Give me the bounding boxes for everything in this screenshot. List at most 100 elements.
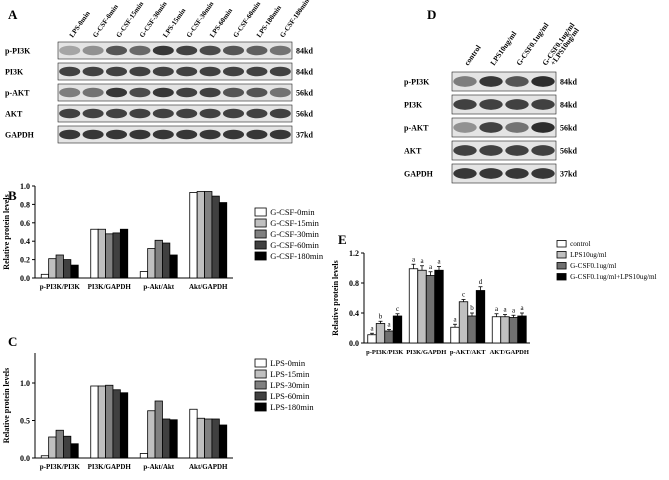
bar [119, 228, 129, 279]
legend-swatch [254, 369, 267, 379]
legend-swatch [254, 391, 267, 401]
y-tick-label: 0.4 [349, 309, 359, 318]
bar [147, 248, 156, 279]
blot-band [82, 87, 104, 98]
bar [90, 385, 99, 459]
blot-kd-label: 56kd [296, 110, 313, 119]
significance-letter: c [396, 305, 399, 313]
blot-kd-label: 56kd [296, 89, 313, 98]
bar [70, 443, 79, 459]
blot-band [269, 87, 291, 98]
blot-band [176, 66, 198, 77]
x-tick-label: AKT/GAPDH [490, 349, 529, 356]
blot-row-label: p-AKT [5, 89, 30, 98]
significance-letter: b [379, 312, 383, 320]
blot-band [82, 45, 104, 56]
bar [139, 271, 149, 279]
x-tick-label: PI3K/GAPDH [406, 349, 446, 356]
blot-row-label: AKT [5, 110, 23, 119]
significance-letter: a [520, 304, 524, 312]
legend-label: G-CSF-0min [270, 207, 315, 217]
legend-swatch [254, 251, 267, 261]
blot-kd-label: 84kd [296, 68, 313, 77]
blot-row-label: GAPDH [5, 131, 35, 140]
bar [517, 315, 527, 344]
significance-letter: a [512, 306, 516, 314]
blot-band [222, 87, 245, 98]
bar [218, 424, 228, 459]
blot-band [453, 145, 477, 156]
y-tick-label: 0.8 [20, 200, 30, 209]
blot-row-label: GAPDH [404, 170, 434, 179]
panel-letter-C: C [8, 334, 17, 349]
blot-band [453, 168, 477, 179]
y-tick-label: 0.2 [20, 256, 30, 265]
blot-band [152, 66, 174, 77]
blot-band [176, 129, 198, 140]
legend-swatch [254, 218, 267, 228]
significance-letter: d [479, 278, 483, 286]
blot-band [246, 45, 268, 56]
legend-swatch [254, 207, 267, 217]
blot-band [59, 66, 81, 77]
y-tick-label: 1.2 [349, 249, 359, 258]
blot-row-label: PI3K [5, 68, 24, 77]
blot-strip [451, 140, 557, 161]
bar [384, 330, 394, 344]
blot-band [531, 168, 555, 179]
bar [367, 334, 377, 344]
significance-letter: b [470, 304, 474, 312]
bar [112, 389, 121, 459]
legend-swatch [556, 251, 567, 259]
legend-label: LPS10ug/ml [570, 251, 606, 259]
bar [169, 254, 178, 279]
blot-strip [451, 71, 557, 92]
blot-band [246, 129, 268, 140]
bar [204, 191, 213, 279]
blot-band [105, 66, 128, 77]
bar [90, 228, 99, 279]
bar [425, 275, 436, 344]
lane-label: control [462, 43, 482, 67]
blot-band [59, 129, 81, 140]
bar [450, 326, 460, 344]
blot-kd-label: 56kd [560, 147, 577, 156]
significance-letter: a [503, 306, 507, 314]
blot-band [531, 145, 555, 156]
bar [491, 316, 502, 344]
bar [105, 384, 114, 459]
y-tick-label: 0.0 [20, 454, 30, 463]
significance-letter: a [370, 324, 374, 332]
blot-band [152, 45, 174, 56]
blot-band [531, 76, 555, 87]
blot-band [453, 99, 477, 110]
bar [162, 242, 171, 279]
blot-row-label: p-PI3K [5, 47, 31, 56]
blot-band [82, 66, 104, 77]
y-tick-label: 1.0 [20, 379, 30, 388]
blot-band [129, 87, 151, 98]
legend-label: control [570, 240, 590, 248]
panel-letter-E: E [338, 232, 347, 247]
y-tick-label: 0.8 [349, 279, 359, 288]
blot-band [199, 108, 221, 119]
blot-band [246, 66, 268, 77]
significance-letter: a [437, 258, 441, 266]
blot-kd-label: 84kd [560, 101, 577, 110]
blot-band [199, 45, 221, 56]
legend-swatch [254, 402, 267, 412]
y-tick-label: 0.0 [20, 274, 30, 283]
blot-band [129, 129, 151, 140]
bar [48, 258, 57, 279]
legend-swatch [254, 358, 267, 368]
bar [408, 268, 419, 344]
blot-row-label: p-AKT [404, 124, 429, 133]
x-tick-label: p-Akt/Akt [143, 283, 174, 291]
blot-band [531, 99, 555, 110]
bar [218, 202, 228, 279]
legend-label: LPS-0min [270, 358, 306, 368]
bar [196, 191, 205, 279]
blot-band [222, 129, 245, 140]
x-tick-label: p-PI3K/PI3K [40, 283, 81, 291]
